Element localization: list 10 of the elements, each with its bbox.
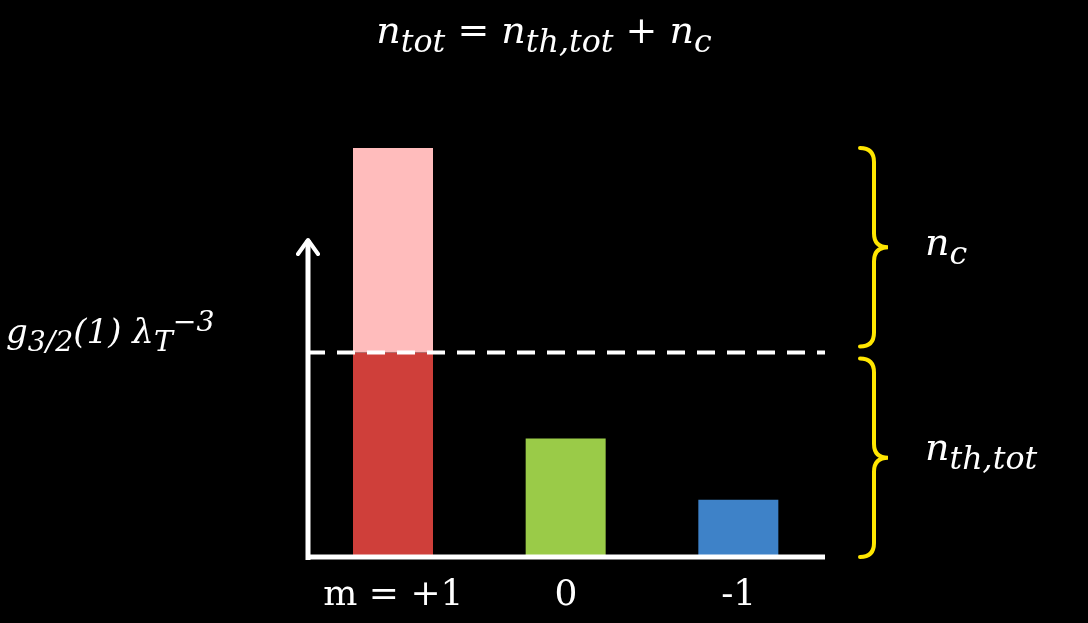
bar — [353, 352, 433, 557]
x-tick-label: 0 — [554, 571, 578, 613]
x-tick-label: -1 — [721, 571, 757, 613]
x-tick-label: m = +1 — [323, 571, 464, 613]
bar — [353, 148, 433, 353]
text: n$_{th,tot}$ — [925, 424, 1038, 476]
chart-title: n$_{tot}$ = n$_{th,tot}$ + n$_{c}$ — [375, 8, 713, 59]
text: n$_{c}$ — [925, 220, 968, 271]
bar — [698, 499, 779, 557]
bar — [525, 438, 606, 557]
